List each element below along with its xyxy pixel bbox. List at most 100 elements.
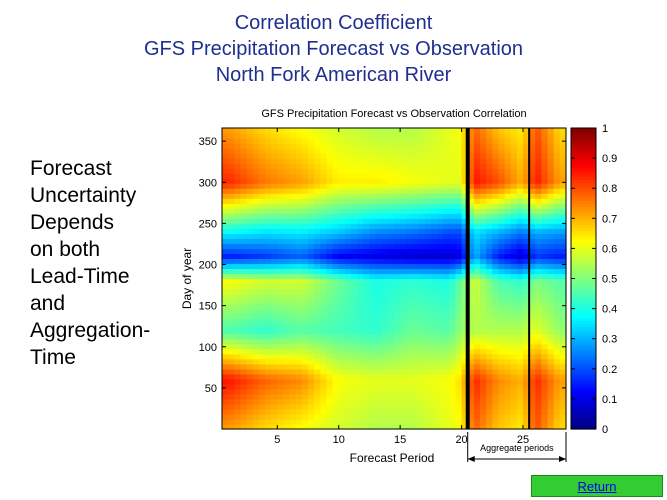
heatmap-cell — [535, 278, 543, 285]
heatmap-cell — [234, 223, 242, 229]
heatmap-cell — [222, 268, 229, 275]
heatmap-cell — [529, 208, 536, 214]
heatmap-cell — [437, 188, 444, 194]
heatmap-cell — [351, 213, 358, 219]
return-button[interactable]: Return — [531, 475, 663, 497]
heatmap-cell — [283, 218, 291, 224]
heatmap-cell — [443, 138, 450, 144]
heatmap-cell — [492, 323, 500, 330]
heatmap-cell — [301, 323, 309, 330]
heatmap-cell — [535, 193, 543, 199]
heatmap-cell — [258, 273, 266, 280]
colorbar-segment — [571, 212, 596, 216]
heatmap-cell — [277, 333, 285, 340]
heatmap-cell — [338, 183, 346, 189]
heatmap-cell — [473, 258, 481, 265]
heatmap-cell — [424, 163, 432, 169]
heatmap-cell — [283, 303, 291, 310]
heatmap-cell — [541, 248, 549, 255]
heatmap-cell — [541, 313, 549, 320]
heatmap-cell — [498, 308, 506, 315]
heatmap-cell — [338, 313, 346, 320]
heatmap-cell — [240, 253, 248, 260]
heatmap-cell — [271, 293, 278, 300]
heatmap-cell — [222, 328, 229, 335]
heatmap-cell — [228, 153, 235, 159]
heatmap-cell — [375, 248, 383, 255]
colorbar-segment — [571, 365, 596, 370]
heatmap-cell — [418, 243, 426, 249]
heatmap-cell — [228, 368, 235, 375]
heatmap-cell — [535, 263, 543, 270]
heatmap-cell — [295, 273, 303, 280]
heatmap-cell — [351, 298, 358, 305]
heatmap-cell — [535, 338, 543, 345]
heatmap-cell — [449, 378, 457, 385]
heatmap-cell — [320, 188, 328, 194]
heatmap-cell — [449, 238, 457, 244]
heatmap-cell — [473, 313, 481, 320]
heatmap-cell — [559, 403, 567, 410]
heatmap-cell — [326, 338, 334, 345]
heatmap-cell — [338, 203, 346, 209]
heatmap-cell — [437, 423, 444, 430]
heatmap-cell — [332, 268, 340, 275]
heatmap-cell — [486, 423, 493, 430]
return-link[interactable]: Return — [577, 478, 617, 494]
heatmap-cell — [523, 188, 530, 194]
heatmap-cell — [430, 143, 438, 149]
heatmap-cell — [258, 203, 266, 209]
heatmap-cell — [418, 223, 426, 229]
heatmap-cell — [498, 408, 506, 415]
heatmap-cell — [314, 323, 321, 330]
heatmap-cell — [301, 288, 309, 295]
heatmap-cell — [369, 363, 377, 370]
heatmap-cell — [529, 193, 536, 199]
heatmap-cell — [449, 283, 457, 290]
heatmap-cell — [467, 258, 475, 265]
heatmap-cell — [344, 353, 352, 360]
heatmap-cell — [424, 133, 432, 139]
heatmap-cell — [265, 138, 272, 144]
heatmap-cell — [326, 138, 334, 144]
heatmap-cell — [443, 413, 450, 420]
heatmap-cell — [387, 213, 395, 219]
heatmap-cell — [529, 308, 536, 315]
heatmap-cell — [277, 388, 285, 395]
heatmap-cell — [553, 343, 561, 350]
heatmap-cell — [504, 383, 512, 390]
heatmap-cell — [277, 278, 285, 285]
heatmap-cell — [461, 248, 469, 255]
heatmap-cell — [516, 348, 524, 355]
heatmap-cell — [406, 148, 414, 154]
heatmap-cell — [234, 333, 242, 340]
heatmap-cell — [277, 233, 285, 239]
heatmap-cell — [357, 138, 364, 144]
heatmap-cell — [357, 168, 364, 174]
heatmap-cell — [387, 383, 395, 390]
heatmap-cell — [228, 193, 235, 199]
heatmap-cell — [271, 248, 278, 255]
heatmap-cell — [252, 418, 260, 425]
x-tick-label: 15 — [394, 434, 406, 446]
heatmap-cell — [363, 248, 371, 255]
heatmap-cell — [357, 223, 364, 229]
heatmap-cell — [308, 138, 315, 144]
heatmap-cell — [412, 338, 420, 345]
heatmap-cell — [252, 403, 260, 410]
heatmap-cell — [222, 413, 229, 420]
heatmap-cell — [295, 268, 303, 275]
heatmap-cell — [252, 273, 260, 280]
heatmap-cell — [523, 213, 530, 219]
heatmap-cell — [498, 318, 506, 325]
heatmap-cell — [252, 198, 260, 204]
heatmap-cell — [559, 363, 567, 370]
heatmap-cell — [430, 183, 438, 189]
heatmap-cell — [492, 238, 500, 244]
heatmap-cell — [387, 138, 395, 144]
heatmap-cell — [228, 208, 235, 214]
heatmap-cell — [301, 348, 309, 355]
heatmap-cell — [363, 313, 371, 320]
heatmap-cell — [228, 168, 235, 174]
heatmap-cell — [357, 418, 364, 425]
